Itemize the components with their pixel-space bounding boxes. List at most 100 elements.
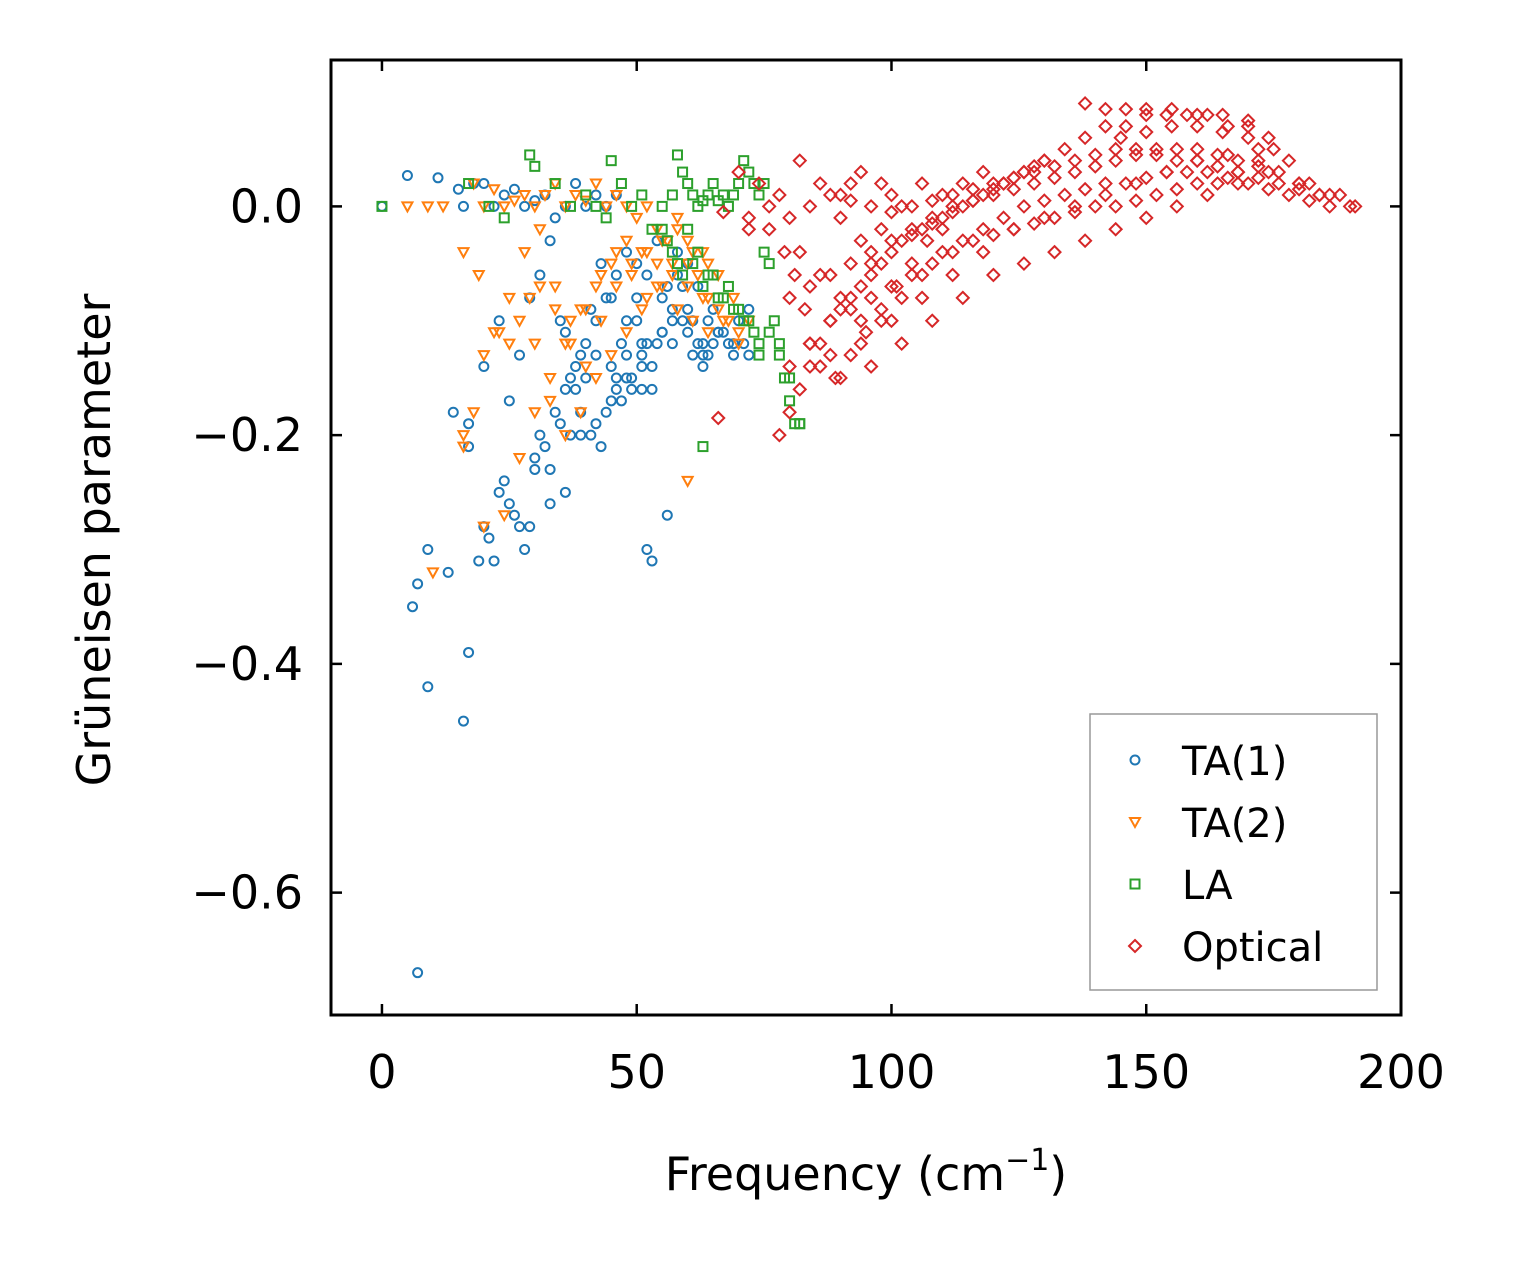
data-point: [1347, 198, 1363, 214]
data-point: [717, 189, 729, 201]
data-point: [548, 304, 562, 317]
data-point: [1118, 176, 1134, 191]
data-point: [640, 292, 654, 305]
data-point: [488, 555, 500, 567]
data-point: [802, 359, 818, 374]
data-point: [646, 223, 658, 235]
data-point: [955, 198, 971, 214]
data-point: [782, 210, 797, 226]
data-point: [533, 281, 547, 294]
data-point: [935, 221, 950, 237]
data-point: [554, 418, 566, 430]
data-point: [1261, 181, 1276, 197]
data-point: [609, 281, 624, 294]
data-point: [711, 304, 725, 317]
data-point: [843, 290, 859, 306]
data-point: [548, 281, 562, 294]
data-point: [671, 149, 683, 161]
data-point: [595, 258, 607, 270]
data-point: [1098, 176, 1113, 191]
data-point: [666, 189, 678, 201]
data-point: [594, 315, 608, 328]
data-point: [1087, 158, 1103, 174]
data-point: [466, 407, 481, 420]
legend-item-optical: Optical: [1127, 925, 1323, 971]
data-point: [507, 195, 522, 208]
data-point: [687, 189, 699, 201]
data-point: [1016, 198, 1032, 214]
data-point: [945, 267, 961, 283]
legend-marker: [1129, 878, 1141, 890]
data-point: [621, 315, 633, 327]
data-point: [641, 338, 653, 350]
data-point: [640, 201, 654, 214]
data-point: [630, 212, 644, 225]
data-point: [508, 183, 520, 195]
data-point: [680, 281, 695, 294]
data-point: [955, 290, 971, 306]
x-axis-label-superscript: −1: [1005, 1143, 1049, 1178]
data-point: [604, 350, 618, 363]
data-point: [609, 189, 624, 203]
data-point: [707, 178, 719, 190]
data-point: [600, 292, 612, 304]
data-point: [1271, 176, 1287, 191]
data-point: [512, 315, 527, 328]
data-point: [1179, 107, 1195, 123]
data-point: [702, 269, 714, 281]
data-point: [483, 532, 495, 544]
data-point: [498, 189, 510, 201]
data-point: [712, 326, 724, 338]
data-point: [707, 338, 719, 350]
data-point: [1322, 198, 1338, 214]
data-point: [524, 521, 536, 533]
data-point: [1261, 130, 1276, 146]
data-point: [753, 349, 765, 361]
data-point: [554, 315, 566, 327]
data-point: [401, 170, 413, 182]
data-point: [792, 244, 808, 260]
data-point: [697, 361, 709, 373]
data-point: [407, 601, 419, 613]
data-point: [873, 221, 889, 237]
legend-item-ta1: TA(1): [1129, 739, 1287, 785]
data-point: [573, 407, 588, 420]
data-point: [687, 258, 699, 270]
legend-marker-circle: [1129, 754, 1141, 766]
data-point: [600, 406, 612, 418]
data-point: [498, 212, 510, 224]
data-point: [758, 246, 770, 258]
data-point: [1199, 164, 1215, 180]
data-point: [636, 338, 648, 350]
data-point: [748, 178, 760, 190]
data-point: [697, 338, 709, 350]
data-point: [782, 359, 797, 374]
data-point: [492, 327, 506, 340]
data-point: [914, 176, 930, 191]
data-point: [904, 267, 920, 283]
data-point: [621, 349, 633, 361]
data-point: [487, 184, 501, 197]
x-tick-label: 100: [848, 1045, 936, 1099]
data-point: [563, 315, 578, 328]
data-point: [1128, 176, 1144, 191]
data-point: [626, 372, 638, 384]
data-point: [873, 313, 889, 329]
data-point: [924, 216, 940, 231]
data-point: [1118, 101, 1134, 117]
data-point: [1047, 170, 1062, 186]
data-point: [528, 201, 542, 214]
data-point: [605, 395, 617, 407]
data-point: [722, 338, 734, 350]
data-point: [733, 303, 745, 315]
data-point: [680, 235, 695, 248]
data-point: [1215, 107, 1231, 123]
data-point: [763, 258, 775, 270]
data-point: [677, 166, 689, 178]
data-point: [1312, 187, 1327, 203]
data-point: [833, 187, 848, 203]
data-point: [605, 155, 617, 167]
data-point: [497, 201, 511, 214]
data-point: [570, 361, 582, 373]
data-point: [615, 178, 627, 190]
